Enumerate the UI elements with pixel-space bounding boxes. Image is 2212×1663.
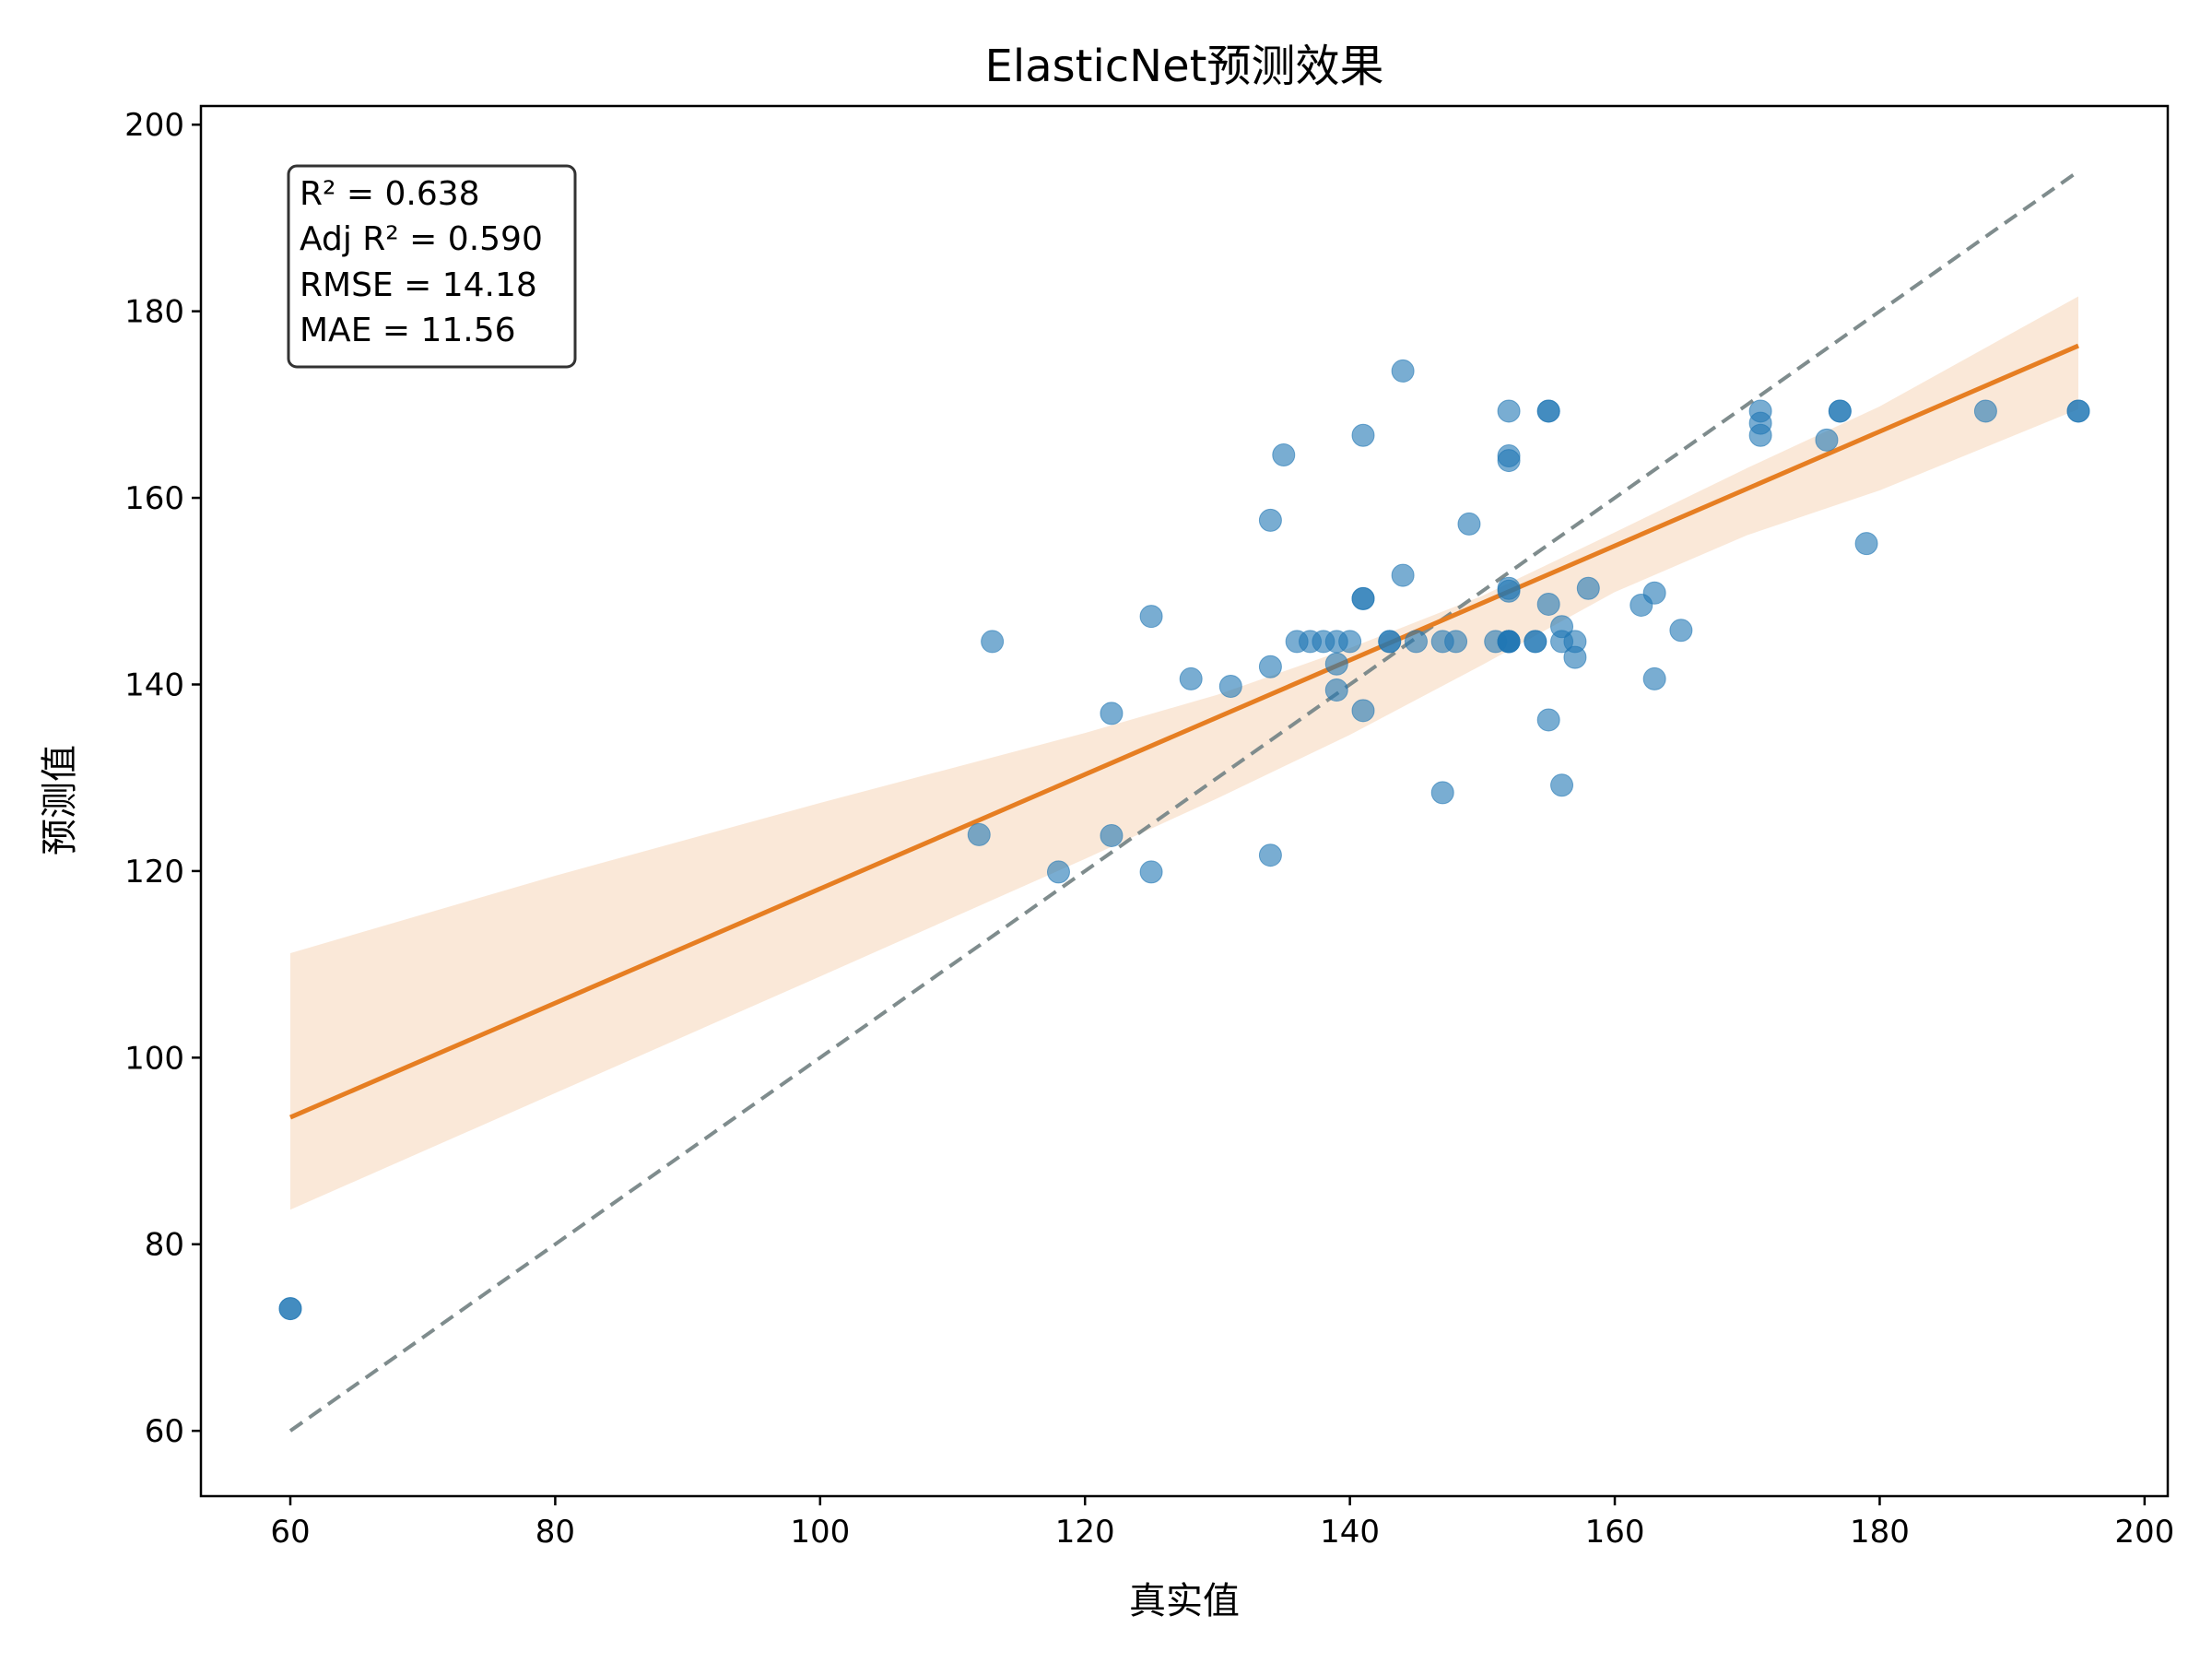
data-point [1669, 619, 1693, 643]
y-tick-label: 120 [124, 854, 184, 890]
stats-box-frame [287, 164, 577, 369]
data-point [1272, 443, 1296, 467]
data-point [1391, 359, 1415, 383]
data-point [1497, 449, 1521, 473]
data-point [1550, 773, 1574, 797]
data-point [1351, 423, 1375, 447]
x-tick-label: 100 [790, 1514, 850, 1551]
data-point [1563, 645, 1587, 669]
data-point [1497, 630, 1521, 654]
y-tick-label: 180 [124, 294, 184, 331]
y-tick-label: 200 [124, 107, 184, 144]
data-point [1815, 428, 1839, 452]
stats-box: R² = 0.638 Adj R² = 0.590 RMSE = 14.18 M… [287, 164, 577, 369]
data-point [981, 630, 1005, 654]
data-point [1973, 399, 1997, 423]
y-tick-label: 160 [124, 480, 184, 517]
scatter-points-layer [278, 359, 2090, 1321]
x-tick-label: 160 [1585, 1514, 1645, 1551]
axes-layer: 60 80 100 120 140 160 180 200 60 80 100 120 140 160 18… [124, 104, 2174, 1551]
y-tick-label: 140 [124, 666, 184, 703]
data-point [2066, 399, 2090, 423]
x-tick-label: 80 [535, 1514, 575, 1551]
data-point [1391, 563, 1415, 587]
data-point [1100, 702, 1124, 725]
y-axis-label: 预测值 [39, 745, 81, 855]
x-tick-label: 120 [1055, 1514, 1115, 1551]
data-point [1338, 630, 1362, 654]
data-point [1536, 592, 1560, 616]
data-point [1404, 630, 1428, 654]
data-point [1430, 781, 1454, 805]
stats-adj-r2: Adj R² = 0.590 [300, 220, 543, 258]
data-point [1378, 630, 1402, 654]
data-point [1536, 399, 1560, 423]
x-tick-label: 180 [1850, 1514, 1910, 1551]
x-tick-label: 200 [2114, 1514, 2174, 1551]
data-point [1536, 708, 1560, 732]
y-tick-label: 100 [124, 1040, 184, 1077]
stats-r2: R² = 0.638 [300, 175, 480, 213]
data-point [1324, 652, 1348, 676]
data-point [1351, 699, 1375, 723]
x-axis-label: 真实值 [1129, 1580, 1240, 1622]
data-point [1444, 630, 1468, 654]
data-point [1497, 399, 1521, 423]
data-point [1828, 399, 1852, 423]
data-point [1748, 423, 1772, 447]
x-tick-label: 140 [1320, 1514, 1380, 1551]
data-point [1258, 843, 1282, 867]
reference-lines-layer [288, 170, 2080, 1433]
data-point [1457, 512, 1481, 536]
data-point [1854, 532, 1878, 556]
y-tick-label: 60 [145, 1413, 184, 1450]
data-point [1576, 576, 1600, 600]
plot-frame [199, 104, 2170, 1498]
data-point [1139, 605, 1163, 629]
data-point [1642, 666, 1666, 690]
data-point [1258, 508, 1282, 532]
stats-mae: MAE = 11.56 [300, 312, 516, 349]
data-point [1258, 655, 1282, 678]
data-point [278, 1297, 302, 1321]
data-point [1324, 678, 1348, 702]
x-tick-label: 60 [270, 1514, 310, 1551]
data-point [1139, 860, 1163, 884]
data-point [1218, 675, 1242, 699]
fit-line [289, 343, 2079, 1120]
data-point [1046, 860, 1070, 884]
confidence-band [290, 296, 2078, 1210]
chart-title: ElasticNet预测效果 [985, 41, 1384, 92]
stats-rmse: RMSE = 14.18 [300, 266, 537, 304]
data-point [1497, 579, 1521, 603]
data-point [1642, 581, 1666, 605]
y-tick-label: 80 [145, 1227, 184, 1264]
data-point [1351, 586, 1375, 610]
data-point [1179, 666, 1203, 690]
confidence-band-layer [290, 296, 2078, 1210]
data-point [1100, 823, 1124, 847]
data-point [1524, 630, 1547, 654]
identity-line [288, 170, 2080, 1433]
data-point [967, 822, 991, 846]
